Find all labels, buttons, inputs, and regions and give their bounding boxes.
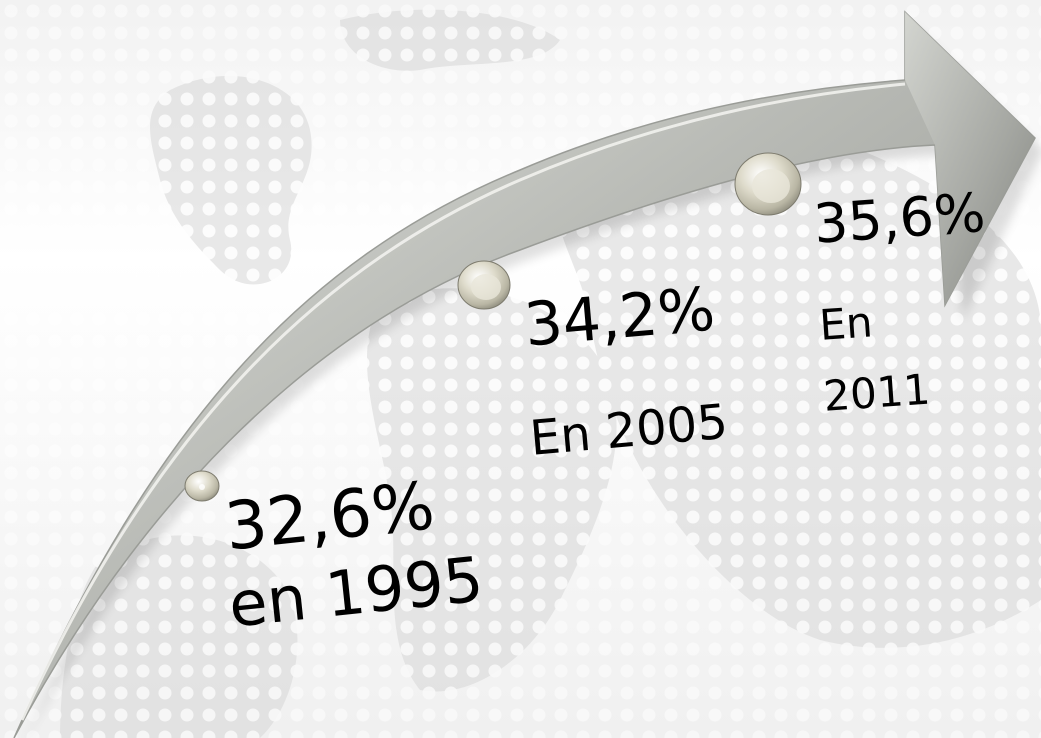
arrow-highlight: [20, 82, 906, 721]
arrow-head: [905, 12, 1035, 305]
value-label-2011: 35,6%: [811, 181, 988, 256]
milestone-marker-2011: [734, 152, 802, 216]
year-label-2011-line2: 2011: [821, 364, 932, 421]
milestone-marker-1995: [184, 470, 220, 502]
milestone-marker-2005: [457, 260, 511, 310]
value-label-2005: 34,2%: [521, 274, 718, 361]
year-label-2011-line1: En: [817, 297, 875, 350]
